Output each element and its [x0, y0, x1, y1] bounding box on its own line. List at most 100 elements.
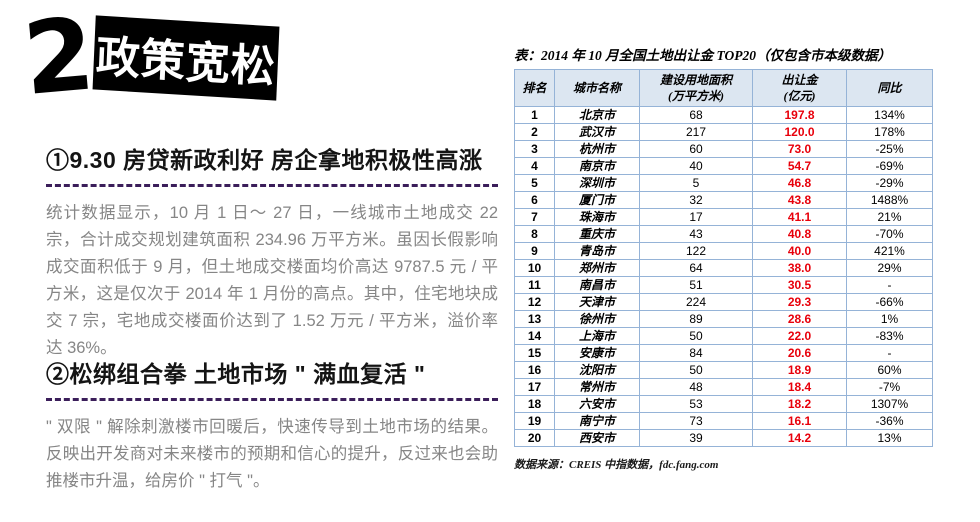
cell-city-name: 武汉市 — [554, 123, 640, 141]
table-row: 17 常州市 48 18.4 -7% — [514, 378, 933, 396]
cell-land-area: 73 — [639, 412, 753, 430]
cell-land-area: 50 — [639, 327, 753, 345]
cell-city-name: 安康市 — [554, 344, 640, 362]
cell-premium-amount: 40.0 — [752, 242, 847, 260]
cell-land-area: 217 — [639, 123, 753, 141]
table-row: 4 南京市 40 54.7 -69% — [514, 157, 933, 175]
table-row: 1 北京市 68 197.8 134% — [514, 106, 933, 124]
cell-rank: 1 — [514, 106, 555, 124]
cell-yoy: 1% — [846, 310, 933, 328]
cell-city-name: 上海市 — [554, 327, 640, 345]
cell-premium-amount: 40.8 — [752, 225, 847, 243]
source-note: 数据来源：CREIS 中指数据，fdc.fang.com — [514, 459, 719, 471]
cell-city-name: 重庆市 — [554, 225, 640, 243]
cell-city-name: 青岛市 — [554, 242, 640, 260]
cell-yoy: 13% — [846, 429, 933, 447]
cell-yoy: -66% — [846, 293, 933, 311]
title-banner: 政策宽松 — [92, 15, 280, 101]
cell-premium-amount: 14.2 — [752, 429, 847, 447]
cell-land-area: 17 — [639, 208, 753, 226]
table-header-row: 排名 城市名称 建设用地面积 (万平方米) 出让金 (亿元) 同比 — [514, 69, 933, 107]
cell-premium-amount: 16.1 — [752, 412, 847, 430]
table-row: 11 南昌市 51 30.5- — [514, 276, 933, 294]
column-header: 排名 — [514, 69, 555, 107]
cell-rank: 11 — [514, 276, 555, 294]
cell-land-area: 50 — [639, 361, 753, 379]
table-row: 20 西安市 39 14.2 13% — [514, 429, 933, 447]
cell-rank: 19 — [514, 412, 555, 430]
cell-city-name: 南京市 — [554, 157, 640, 175]
cell-premium-amount: 46.8 — [752, 174, 847, 192]
cell-land-area: 5 — [639, 174, 753, 192]
cell-city-name: 常州市 — [554, 378, 640, 396]
cell-rank: 3 — [514, 140, 555, 158]
cell-premium-amount: 18.4 — [752, 378, 847, 396]
table-row: 8 重庆市 43 40.8 -70% — [514, 225, 933, 243]
cell-city-name: 徐州市 — [554, 310, 640, 328]
table-row: 13 徐州市 89 28.6 1% — [514, 310, 933, 328]
cell-rank: 4 — [514, 157, 555, 175]
cell-yoy: - — [846, 276, 933, 294]
table-row: 12 天津市 224 29.3 -66% — [514, 293, 933, 311]
table-row: 15 安康市 84 20.6- — [514, 344, 933, 362]
cell-rank: 9 — [514, 242, 555, 260]
cell-premium-amount: 54.7 — [752, 157, 847, 175]
cell-city-name: 沈阳市 — [554, 361, 640, 379]
table-row: 14 上海市 50 22.0 -83% — [514, 327, 933, 345]
cell-city-name: 杭州市 — [554, 140, 640, 158]
cell-rank: 2 — [514, 123, 555, 141]
cell-premium-amount: 73.0 — [752, 140, 847, 158]
table-row: 9 青岛市 122 40.0 421% — [514, 242, 933, 260]
cell-land-area: 60 — [639, 140, 753, 158]
table-row: 3 杭州市 60 73.0 -25% — [514, 140, 933, 158]
cell-yoy: 21% — [846, 208, 933, 226]
column-header: 出让金 (亿元) — [752, 69, 847, 107]
table-row: 7 珠海市 17 41.1 21% — [514, 208, 933, 226]
cell-city-name: 珠海市 — [554, 208, 640, 226]
table-row: 10 郑州市 64 38.0 29% — [514, 259, 933, 277]
section-land-market-revival: ②松绑组合拳 土地市场 " 满血复活 " " 双限 " 解除刺激楼市回暖后，快速… — [46, 355, 498, 495]
column-header: 同比 — [846, 69, 933, 107]
cell-yoy: 421% — [846, 242, 933, 260]
cell-yoy: 29% — [846, 259, 933, 277]
cell-premium-amount: 18.2 — [752, 395, 847, 413]
cell-rank: 18 — [514, 395, 555, 413]
cell-land-area: 43 — [639, 225, 753, 243]
cell-yoy: -7% — [846, 378, 933, 396]
cell-city-name: 南昌市 — [554, 276, 640, 294]
cell-rank: 20 — [514, 429, 555, 447]
cell-land-area: 53 — [639, 395, 753, 413]
cell-rank: 14 — [514, 327, 555, 345]
cell-premium-amount: 28.6 — [752, 310, 847, 328]
cell-rank: 5 — [514, 174, 555, 192]
cell-land-area: 39 — [639, 429, 753, 447]
cell-premium-amount: 197.8 — [752, 106, 847, 124]
cell-yoy: -70% — [846, 225, 933, 243]
cell-land-area: 224 — [639, 293, 753, 311]
page-title: 政策宽松 — [94, 32, 277, 93]
cell-rank: 8 — [514, 225, 555, 243]
cell-rank: 13 — [514, 310, 555, 328]
cell-city-name: 郑州市 — [554, 259, 640, 277]
cell-premium-amount: 30.5 — [752, 276, 847, 294]
table-row: 16 沈阳市 50 18.9 60% — [514, 361, 933, 379]
cell-premium-amount: 38.0 — [752, 259, 847, 277]
cell-city-name: 西安市 — [554, 429, 640, 447]
cell-yoy: - — [846, 344, 933, 362]
section-heading: ①9.30 房贷新政利好 房企拿地积极性高涨 — [46, 147, 483, 173]
cell-land-area: 84 — [639, 344, 753, 362]
cell-yoy: 1488% — [846, 191, 933, 209]
dashed-divider — [46, 184, 498, 187]
cell-rank: 6 — [514, 191, 555, 209]
section-body: " 双限 " 解除刺激楼市回暖后，快速传导到土地市场的结果。反映出开发商对未来楼… — [46, 418, 498, 490]
cell-rank: 10 — [514, 259, 555, 277]
cell-land-area: 48 — [639, 378, 753, 396]
cell-yoy: -83% — [846, 327, 933, 345]
cell-rank: 15 — [514, 344, 555, 362]
land-sales-table-block: 表：2014 年 10 月全国土地出让金 TOP20（仅包含市本级数据） 排名城… — [514, 44, 934, 472]
cell-yoy: -25% — [846, 140, 933, 158]
dashed-divider — [46, 398, 498, 401]
cell-city-name: 北京市 — [554, 106, 640, 124]
cell-rank: 12 — [514, 293, 555, 311]
table-row: 19 南宁市 73 16.1 -36% — [514, 412, 933, 430]
